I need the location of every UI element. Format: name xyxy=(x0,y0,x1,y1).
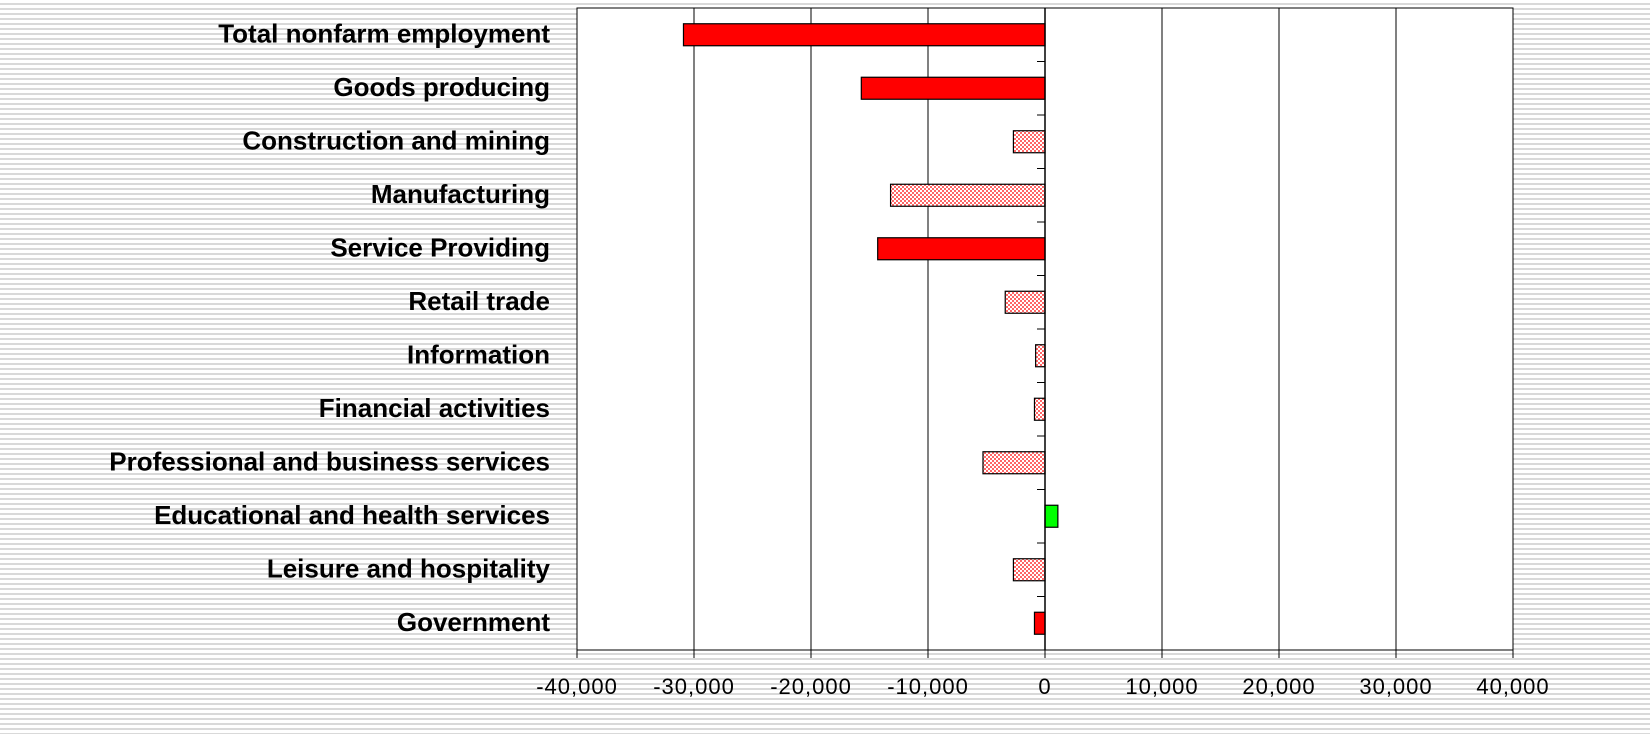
y-tick-label: Financial activities xyxy=(319,393,550,423)
y-tick-label: Government xyxy=(397,607,550,637)
bar xyxy=(1033,611,1046,635)
y-tick-label: Educational and health services xyxy=(154,500,550,530)
bar xyxy=(1035,344,1046,368)
bar xyxy=(1044,504,1059,528)
x-tick-label: -40,000 xyxy=(536,674,618,699)
y-tick-label: Information xyxy=(407,340,550,370)
x-tick-label: 10,000 xyxy=(1125,674,1198,699)
x-tick-label: -30,000 xyxy=(653,674,735,699)
y-tick-label: Professional and business services xyxy=(109,447,550,477)
y-tick-label: Construction and mining xyxy=(242,126,550,156)
x-tick-label: 0 xyxy=(1038,674,1051,699)
x-tick-label: 30,000 xyxy=(1359,674,1432,699)
bar xyxy=(860,76,1046,100)
bar xyxy=(1012,130,1046,154)
x-tick-label: -10,000 xyxy=(887,674,969,699)
bar xyxy=(877,237,1046,261)
bar xyxy=(1004,290,1046,314)
y-tick-label: Service Providing xyxy=(330,233,550,263)
bar xyxy=(889,183,1046,207)
y-tick-label: Manufacturing xyxy=(371,179,550,209)
x-tick-label: -20,000 xyxy=(770,674,852,699)
x-tick-label: 40,000 xyxy=(1476,674,1549,699)
y-tick-label: Goods producing xyxy=(333,72,550,102)
y-tick-label: Retail trade xyxy=(408,286,550,316)
x-tick-label: 20,000 xyxy=(1242,674,1315,699)
bar xyxy=(682,23,1046,47)
bar xyxy=(1033,397,1046,421)
bar xyxy=(982,451,1046,475)
bar xyxy=(1012,558,1046,582)
y-tick-label: Total nonfarm employment xyxy=(218,19,550,49)
y-tick-label: Leisure and hospitality xyxy=(267,554,551,584)
